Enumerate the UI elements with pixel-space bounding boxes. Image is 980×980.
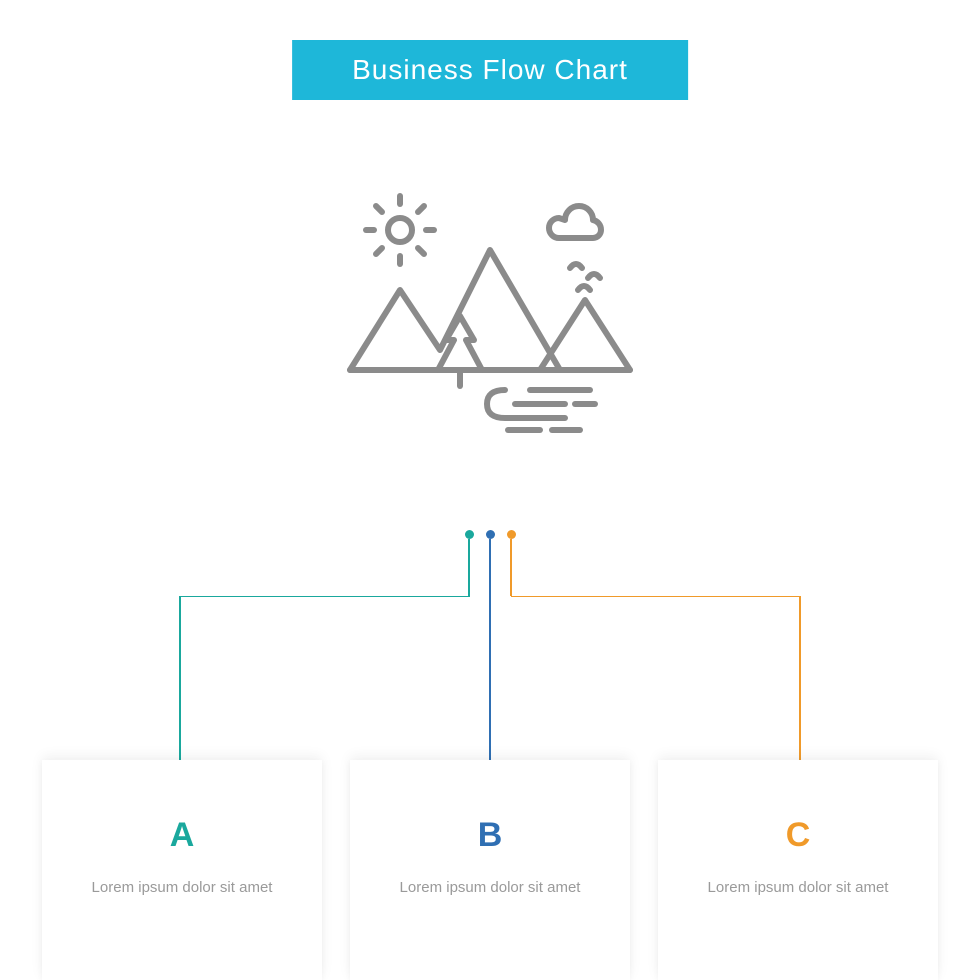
card-letter: A <box>42 816 322 855</box>
page-title: Business Flow Chart <box>292 40 688 100</box>
flow-cards-row: A Lorem ipsum dolor sit amet B Lorem ipsum … <box>0 760 980 980</box>
connector-seg-a <box>179 596 180 760</box>
connector-dot-c <box>507 530 516 539</box>
card-letter: B <box>350 816 630 855</box>
mountain-landscape-icon <box>330 190 650 450</box>
connector-dot-b <box>486 530 495 539</box>
card-letter: C <box>658 816 938 855</box>
flow-card-c: C Lorem ipsum dolor sit amet <box>658 760 938 980</box>
connector-seg-a <box>468 539 469 596</box>
connector-seg-b <box>489 539 490 596</box>
connector-seg-a <box>180 596 470 597</box>
card-text: Lorem ipsum dolor sit amet <box>658 877 938 900</box>
card-text: Lorem ipsum dolor sit amet <box>42 877 322 900</box>
connector-seg-c <box>511 596 801 597</box>
connector-seg-c <box>510 539 511 596</box>
flow-card-b: B Lorem ipsum dolor sit amet <box>350 760 630 980</box>
connector-seg-c <box>799 596 800 760</box>
flow-card-a: A Lorem ipsum dolor sit amet <box>42 760 322 980</box>
connector-seg-b <box>489 596 490 760</box>
connector-dot-a <box>465 530 474 539</box>
card-text: Lorem ipsum dolor sit amet <box>350 877 630 900</box>
